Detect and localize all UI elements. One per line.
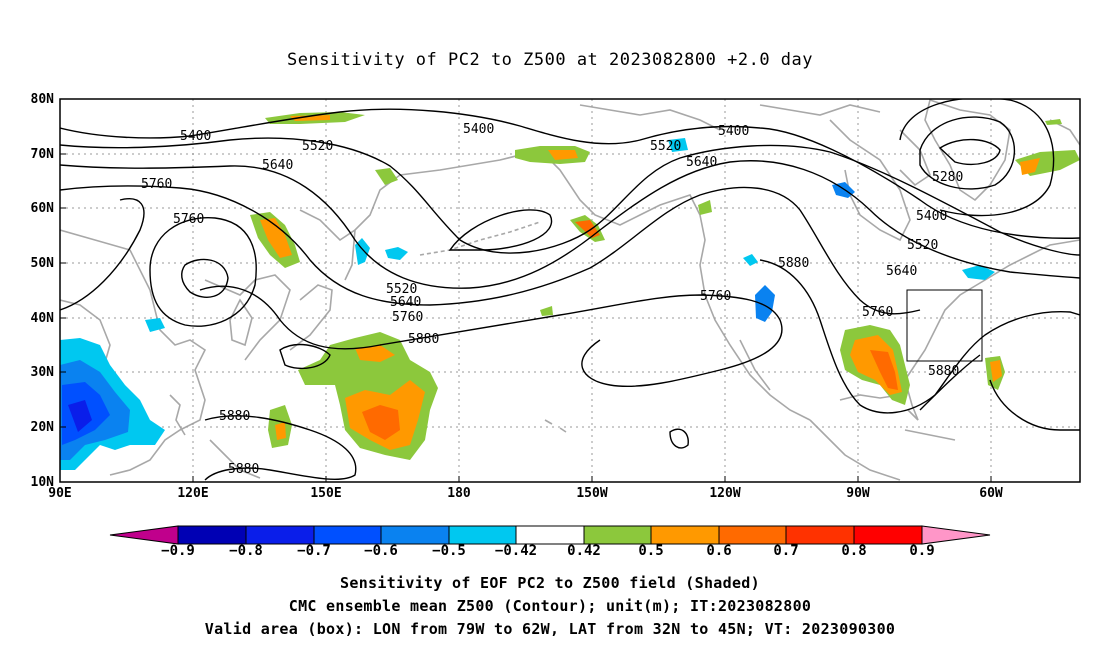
contour-labels: 5280 5400 5400 5400 5400 5520 5520 5520 …: [141, 122, 963, 477]
contour-label: 5760: [700, 289, 731, 304]
lon-label: 150E: [310, 486, 342, 501]
lon-label: 60W: [979, 486, 1003, 501]
contour-label: 5880: [228, 462, 259, 477]
colorbar-low-triangle: [109, 525, 179, 545]
colorbar-bin: [177, 525, 247, 545]
map-frame: [59, 98, 1081, 483]
colorbar-label: −0.8: [229, 543, 263, 559]
contour-label: 5400: [718, 124, 749, 139]
colorbar-label: 0.42: [567, 543, 601, 559]
lat-label: 60N: [30, 201, 54, 216]
lat-label: 40N: [30, 311, 54, 326]
sensitivity-shading: [60, 112, 1080, 470]
caption-contour: CMC ensemble mean Z500 (Contour); unit(m…: [288, 597, 812, 615]
colorbar-bin: [245, 525, 315, 545]
caption-shaded: Sensitivity of EOF PC2 to Z500 field (Sh…: [340, 574, 760, 592]
colorbar-label: −0.42: [494, 543, 538, 559]
valid-area-box: [906, 289, 983, 362]
contour-label: 5400: [463, 122, 494, 137]
colorbar-bin: [313, 525, 382, 545]
lat-label: 10N: [30, 475, 54, 490]
colorbar-label: −0.6: [364, 543, 398, 559]
contour-label: 5520: [302, 139, 333, 154]
colorbar-bin: [785, 525, 855, 545]
lon-label: 120W: [709, 486, 741, 501]
contour-label: 5520: [386, 282, 417, 297]
lat-label: 70N: [30, 147, 54, 162]
lat-label: 80N: [30, 92, 54, 107]
lat-label: 50N: [30, 256, 54, 271]
colorbar-bin: [718, 525, 787, 545]
lon-label: 180: [447, 486, 471, 501]
contour-label: 5880: [778, 256, 809, 271]
contour-label: 5640: [262, 158, 293, 173]
contour-label: 5880: [219, 409, 250, 424]
colorbar-bin: [380, 525, 450, 545]
colorbar-bin: [448, 525, 517, 545]
caption-valid-area: Valid area (box): LON from 79W to 62W, L…: [204, 620, 896, 638]
contour-label: 5760: [141, 177, 172, 192]
plot-title: Sensitivity of PC2 to Z500 at 2023082800…: [286, 50, 813, 70]
lon-label: 90E: [48, 486, 72, 501]
colorbar-label: 0.8: [841, 543, 867, 559]
colorbar-label: 0.7: [773, 543, 799, 559]
colorbar-bin: [853, 525, 923, 545]
colorbar-label: −0.5: [432, 543, 466, 559]
colorbar-high-triangle: [921, 525, 991, 545]
contour-label: 5880: [928, 364, 959, 379]
colorbar-label: −0.7: [297, 543, 331, 559]
colorbar-label: 0.9: [909, 543, 935, 559]
colorbar-bin: [583, 525, 652, 545]
colorbar-label: 0.5: [638, 543, 664, 559]
lon-label: 150W: [576, 486, 608, 501]
contour-label: 5640: [686, 155, 717, 170]
contour-label: 5760: [392, 310, 423, 325]
contour-label: 5880: [408, 332, 439, 347]
contour-label: 5520: [907, 238, 938, 253]
axis-ticks: [59, 98, 992, 483]
contour-label: 5640: [390, 295, 421, 310]
colorbar: [109, 525, 991, 545]
colorbar-bin: [515, 525, 585, 545]
lat-label: 30N: [30, 365, 54, 380]
contour-label: 5520: [650, 139, 681, 154]
lon-label: 120E: [177, 486, 209, 501]
lat-label: 20N: [30, 420, 54, 435]
z500-contours: [60, 99, 1080, 481]
lon-label: 90W: [846, 486, 870, 501]
contour-label: 5400: [180, 129, 211, 144]
contour-label: 5280: [932, 170, 963, 185]
contour-label: 5760: [173, 212, 204, 227]
contour-label: 5400: [916, 209, 947, 224]
contour-label: 5760: [862, 305, 893, 320]
contour-label: 5640: [886, 264, 917, 279]
colorbar-label: −0.9: [161, 543, 195, 559]
colorbar-bin: [650, 525, 720, 545]
colorbar-label: 0.6: [706, 543, 732, 559]
